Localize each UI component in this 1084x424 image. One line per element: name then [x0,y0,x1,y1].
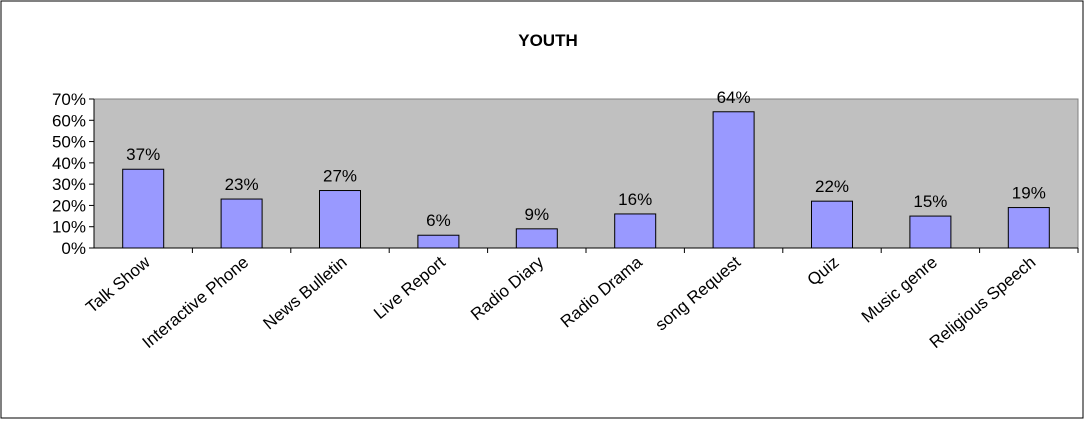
y-tick-label: 20% [52,196,86,215]
bar [712,111,755,249]
bar [1007,207,1050,249]
y-tick-label: 60% [52,111,86,130]
bar [122,168,165,249]
chart-title: YOUTH [518,31,578,50]
data-label: 19% [1012,184,1046,203]
data-label: 9% [525,205,550,224]
bar [515,228,558,249]
y-tick-label: 40% [52,154,86,173]
y-tick-label: 70% [52,90,86,109]
y-tick-label: 10% [52,218,86,237]
data-label: 15% [913,192,947,211]
bar [909,215,952,249]
y-tick-label: 0% [61,239,86,258]
bar [319,190,361,249]
data-label: 27% [323,167,357,186]
data-label: 16% [618,190,652,209]
data-label: 22% [815,177,849,196]
data-label: 6% [426,211,451,230]
bar [220,198,263,249]
y-tick-label: 50% [52,133,86,152]
bar [811,200,853,249]
bar [417,234,460,249]
data-label: 23% [225,175,259,194]
bar [614,213,657,249]
data-label: 37% [126,145,160,164]
y-tick-label: 30% [52,175,86,194]
plot-area: 0%10%20%30%40%50%60%70%37%Talk Show23%In… [52,88,1079,352]
data-label: 64% [717,88,751,107]
